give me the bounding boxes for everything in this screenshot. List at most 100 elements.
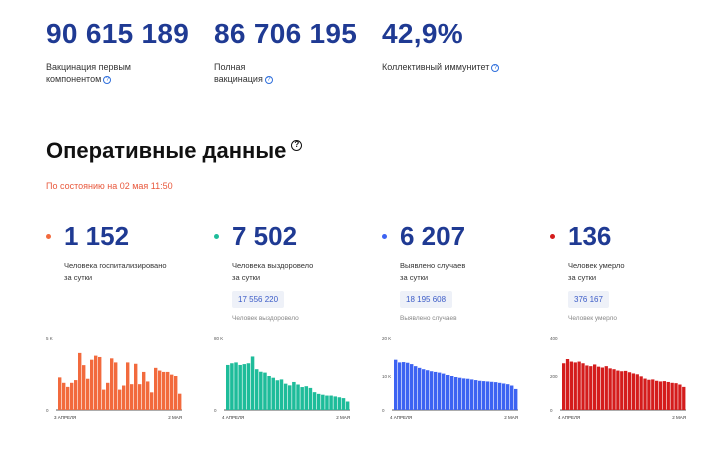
bar <box>325 395 329 410</box>
bar <box>130 384 134 410</box>
bar <box>647 379 651 410</box>
y-tick-label: 0 <box>46 408 49 413</box>
y-tick-label: 0 <box>214 408 217 413</box>
bar <box>78 352 82 410</box>
bar <box>658 381 663 410</box>
bar <box>178 393 182 410</box>
x-end-label: 2 МАЯ <box>336 415 350 420</box>
bar <box>612 369 616 410</box>
bar <box>394 359 398 410</box>
bar <box>230 363 234 410</box>
bar <box>682 386 686 410</box>
y-tick-label: 0 <box>382 408 385 413</box>
y-tick-label: 400 <box>550 336 558 341</box>
bar <box>569 361 574 410</box>
bar <box>333 396 337 410</box>
bar <box>462 378 466 410</box>
bar <box>86 378 90 410</box>
bar <box>446 374 450 410</box>
bar <box>620 371 624 410</box>
bar <box>674 383 678 410</box>
bar <box>482 381 486 410</box>
x-start-label: 4 АПРЕЛЯ <box>390 415 412 420</box>
cases-chart: 20 K 10 K 0 4 АПРЕЛЯ 2 МАЯ <box>382 334 522 429</box>
bar <box>651 379 655 410</box>
vaccination-stats: 90 615 189 Вакцинация первым компонентом… <box>46 18 706 98</box>
bar <box>450 376 454 410</box>
bar <box>434 371 438 410</box>
bar <box>577 361 581 410</box>
bar <box>666 381 670 410</box>
total-count: 376 167 <box>568 291 609 308</box>
bar <box>490 381 494 410</box>
bar <box>246 363 251 410</box>
stat-value: 42,9% <box>382 18 463 49</box>
bar <box>486 381 490 410</box>
bar <box>90 359 94 410</box>
bar <box>275 380 280 410</box>
card-hospitalized: 1 152 Человека госпитализировано за сутк… <box>46 222 196 432</box>
bar <box>110 358 114 410</box>
bar <box>259 371 263 410</box>
deaths-chart: 400 200 0 4 АПРЕЛЯ 2 МАЯ <box>550 334 690 429</box>
bar <box>402 362 406 410</box>
total-label: Человек умерло <box>568 315 617 322</box>
bar <box>250 356 255 410</box>
recovered-chart: 80 K 0 4 АПРЕЛЯ 2 МАЯ <box>214 334 354 429</box>
first-component-stat: 90 615 189 Вакцинация первым компонентом… <box>46 18 189 85</box>
y-tick-label: 80 K <box>214 336 223 341</box>
bar <box>142 371 146 410</box>
bar <box>573 362 577 410</box>
x-end-label: 2 МАЯ <box>504 415 518 420</box>
bar-chart: 400 200 0 4 АПРЕЛЯ 2 МАЯ <box>550 336 686 420</box>
bar <box>279 379 284 410</box>
bar <box>565 359 570 410</box>
card-value: 136 <box>568 221 612 251</box>
card-label: Человека выздоровело за сутки <box>232 261 314 282</box>
bar <box>292 381 296 410</box>
bar <box>158 370 162 410</box>
bar <box>600 367 605 410</box>
bar <box>604 366 608 410</box>
bar <box>106 382 110 410</box>
bar <box>174 376 178 410</box>
bar <box>643 378 647 410</box>
bar <box>345 401 350 410</box>
info-icon[interactable]: ? <box>491 63 500 72</box>
stat-value: 86 706 195 <box>214 18 358 49</box>
bar <box>581 363 585 410</box>
total-count: 17 556 220 <box>232 291 285 308</box>
bar <box>502 383 506 410</box>
bar <box>329 395 333 410</box>
bar <box>510 385 514 410</box>
card-recovered: 7 502 Человека выздоровело за сутки 17 5… <box>214 222 364 432</box>
y-tick-label: 200 <box>550 374 558 379</box>
bar <box>146 381 150 410</box>
bar <box>498 382 502 410</box>
info-icon[interactable]: ? <box>103 75 112 84</box>
total-label: Выявлено случаев <box>400 315 457 322</box>
x-end-label: 2 МАЯ <box>168 415 182 420</box>
status-dot <box>46 234 51 239</box>
bar <box>70 382 74 410</box>
bar <box>474 380 478 410</box>
bar <box>454 377 458 410</box>
bar <box>316 393 321 410</box>
status-dot <box>550 234 555 239</box>
bar <box>162 371 166 410</box>
card-value: 6 207 <box>400 221 466 251</box>
help-icon[interactable]: ? <box>291 140 303 151</box>
bar <box>170 374 174 410</box>
info-icon[interactable]: ? <box>264 75 273 84</box>
status-dot <box>382 234 387 239</box>
herd-immunity-stat: 42,9% Коллективный иммунитет? <box>382 18 500 73</box>
stat-value: 90 615 189 <box>46 18 190 49</box>
stat-label: Вакцинация первым компонентом? <box>46 62 131 84</box>
bar <box>267 376 271 410</box>
bar <box>122 385 126 410</box>
bar <box>58 377 62 410</box>
bar <box>398 362 402 410</box>
bar <box>138 384 142 410</box>
bar <box>102 389 106 410</box>
x-start-label: 4 АПРЕЛЯ <box>558 415 580 420</box>
